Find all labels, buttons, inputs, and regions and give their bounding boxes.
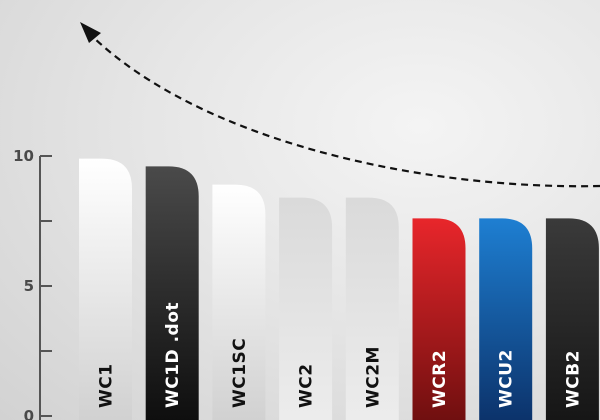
trend-arrow — [80, 22, 600, 188]
bar-label: WC2 — [297, 363, 317, 408]
bar-label: WCU2 — [497, 349, 517, 408]
y-tick-label: 5 — [24, 277, 34, 295]
y-axis: 0 5 10 — [13, 147, 52, 420]
bar-wc1sc — [212, 184, 266, 420]
bar-label: WC2M — [363, 346, 383, 408]
bar-label: WCB2 — [563, 350, 583, 408]
bar-label: WC1D .dot — [163, 302, 183, 408]
bar-wc1 — [79, 158, 132, 420]
bar-wc1d-dot — [145, 166, 199, 420]
bar-label: WC1SC — [230, 338, 250, 408]
bar-label: WC1 — [97, 363, 117, 408]
y-tick-label: 10 — [13, 147, 34, 165]
bar-wc2m — [345, 197, 399, 420]
trend-arrow-head-icon — [80, 22, 101, 43]
bar-wc2 — [279, 197, 333, 420]
y-tick-label: 0 — [24, 407, 34, 420]
bar-wcu2 — [479, 218, 533, 420]
trend-arrow-line — [91, 35, 600, 188]
bar-label: WCR2 — [430, 350, 450, 408]
bars: WC1 WC1D .dot WC1SC WC2 WC2M WCR2 WCU2 WCB2 — [79, 158, 599, 420]
bar-wcr2 — [412, 218, 466, 420]
bar-wcb2 — [545, 218, 599, 420]
